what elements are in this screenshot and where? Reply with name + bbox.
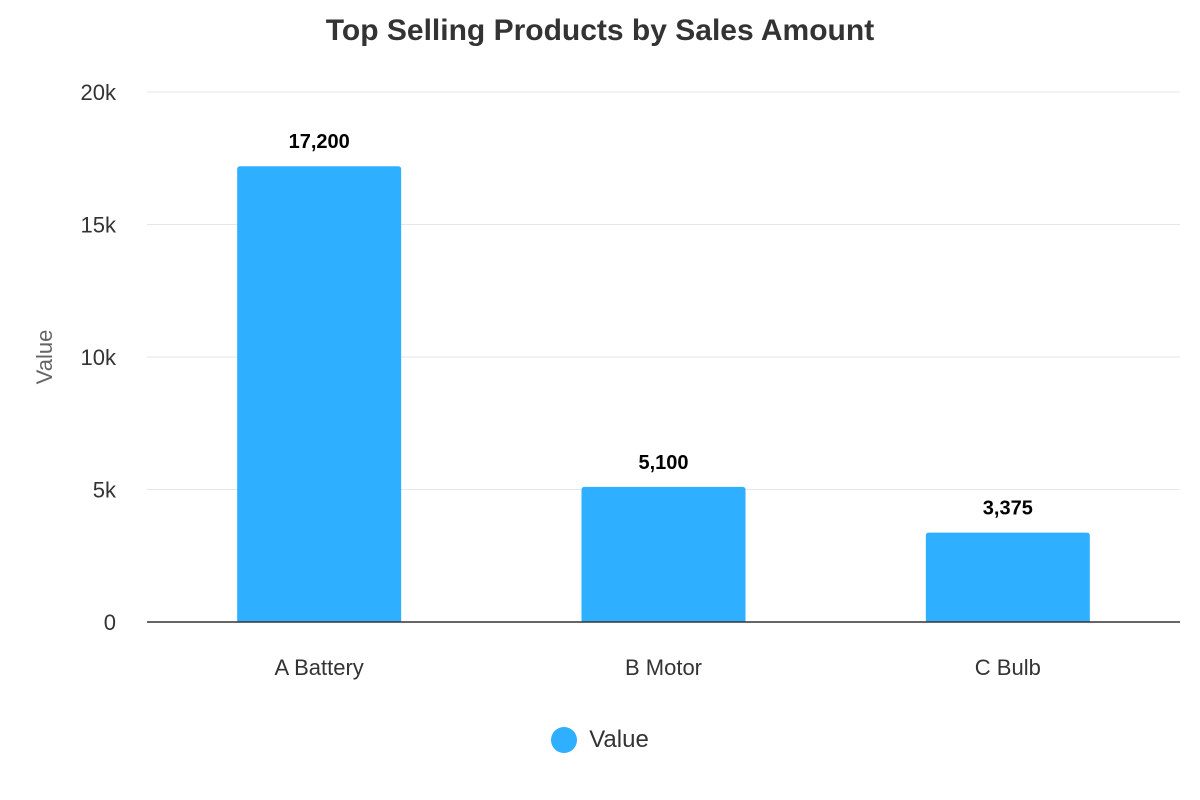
legend-label: Value <box>589 726 649 753</box>
legend-swatch <box>551 727 578 753</box>
bar <box>581 486 746 622</box>
y-tick-label: 10k <box>81 345 117 370</box>
data-label: 3,375 <box>983 498 1033 520</box>
y-tick-label: 0 <box>104 610 116 635</box>
x-tick-label: B Motor <box>625 655 702 680</box>
chart-title: Top Selling Products by Sales Amount <box>325 14 875 47</box>
y-tick-label: 20k <box>81 80 117 105</box>
x-tick-label: A Battery <box>275 655 364 680</box>
y-tick-label: 15k <box>81 213 117 238</box>
y-axis-title: Value <box>32 330 57 385</box>
y-tick-label: 5k <box>93 478 117 503</box>
data-label: 5,100 <box>638 452 688 474</box>
x-tick-label: C Bulb <box>975 655 1041 680</box>
bar <box>925 532 1090 622</box>
data-label: 17,200 <box>289 131 350 153</box>
legend[interactable]: Value <box>0 726 1200 754</box>
bar <box>237 166 402 622</box>
